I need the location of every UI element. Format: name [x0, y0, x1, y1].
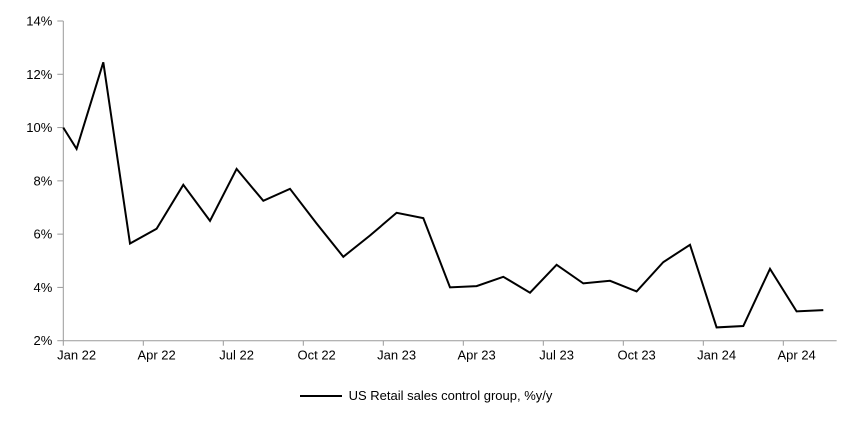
x-axis-tick-label: Jan 23	[377, 348, 416, 363]
x-axis-tick-label: Jan 22	[57, 348, 96, 363]
x-axis-tick-label: Jul 22	[219, 348, 254, 363]
y-axis-tick-label: 10%	[26, 120, 52, 135]
y-axis-tick-label: 8%	[34, 173, 53, 188]
legend-label: US Retail sales control group, %y/y	[348, 388, 553, 403]
x-axis-tick-label: Jul 23	[539, 348, 574, 363]
x-axis-tick-label: Oct 23	[617, 348, 655, 363]
chart-legend: US Retail sales control group, %y/y	[0, 388, 852, 403]
x-axis-tick-label: Apr 22	[137, 348, 175, 363]
y-axis-tick-label: 6%	[34, 227, 53, 242]
x-axis-tick-label: Jan 24	[697, 348, 736, 363]
x-axis-tick-label: Apr 23	[457, 348, 495, 363]
y-axis-tick-label: 14%	[26, 14, 52, 29]
y-axis-tick-label: 12%	[26, 67, 52, 82]
x-axis-tick-label: Apr 24	[777, 348, 815, 363]
y-axis-tick-label: 4%	[34, 280, 53, 295]
y-axis-tick-label: 2%	[34, 333, 53, 348]
legend-line-sample	[299, 394, 342, 397]
retail-sales-series-line	[62, 62, 824, 329]
x-axis-tick-label: Oct 22	[297, 348, 335, 363]
